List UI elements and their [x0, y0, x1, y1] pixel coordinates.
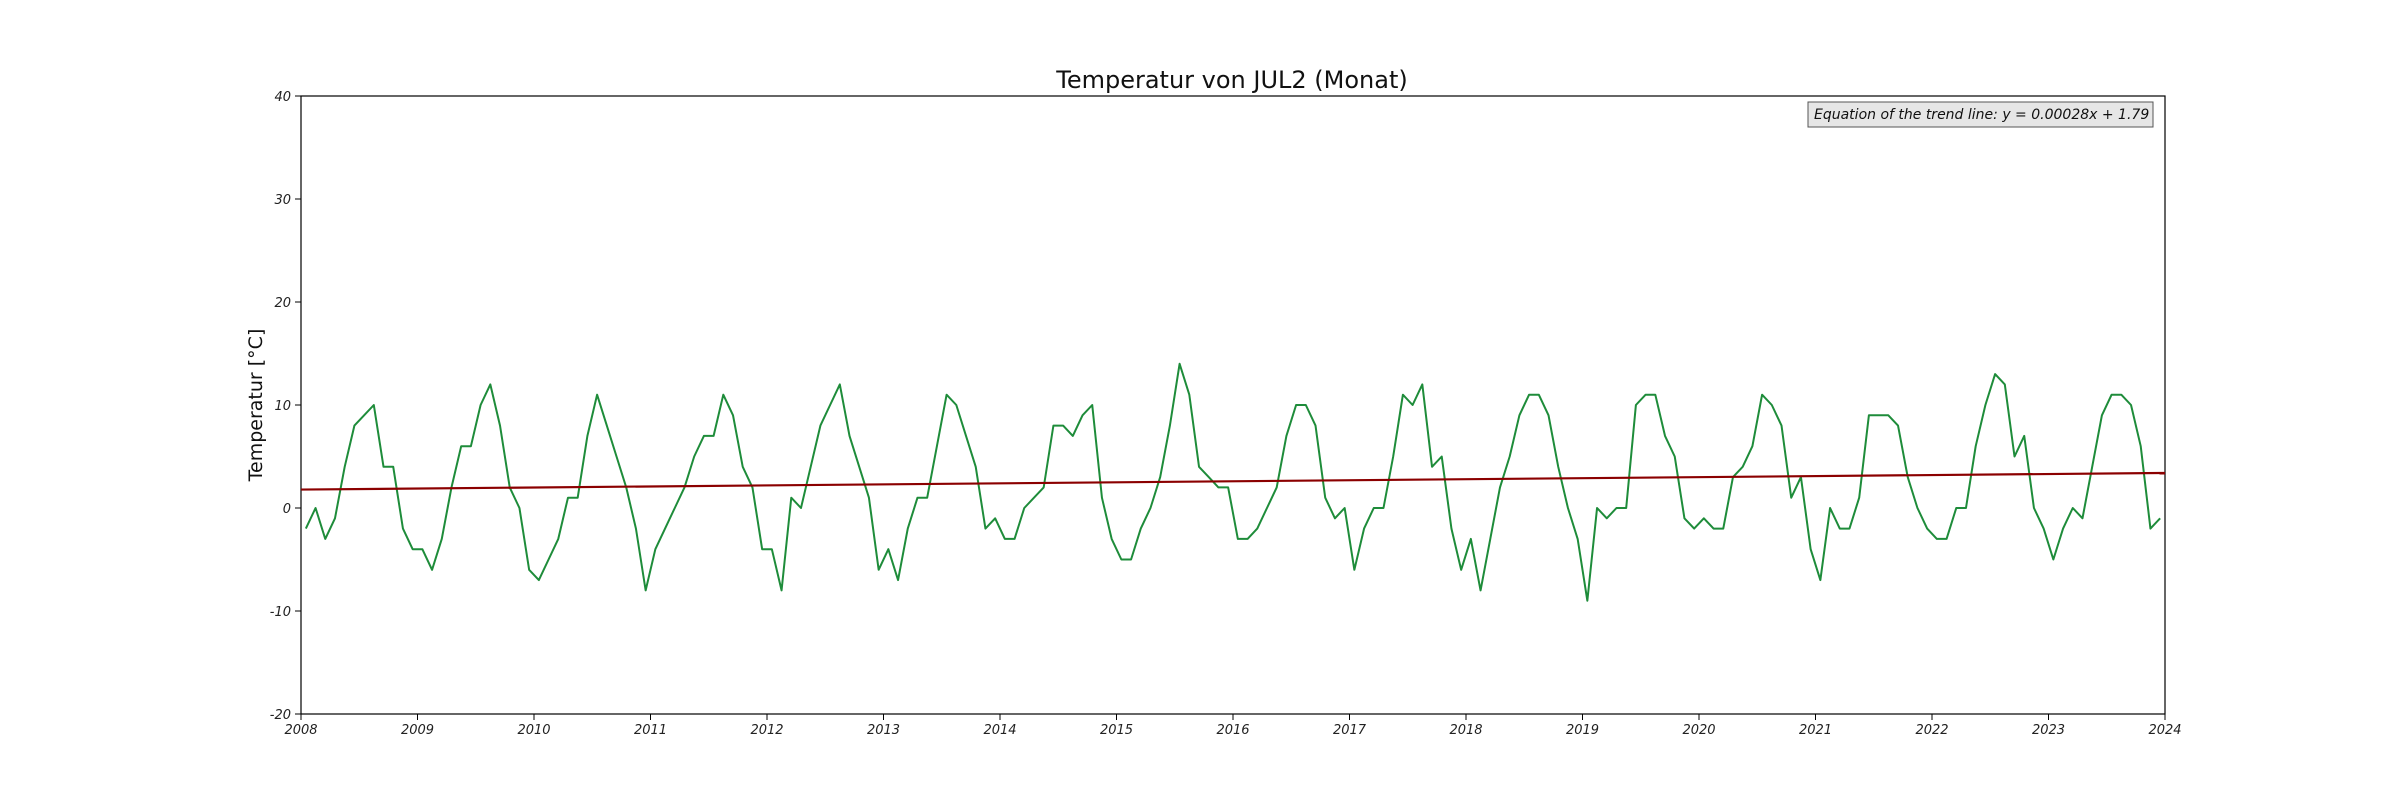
- x-tick-label: 2018: [1449, 723, 1482, 738]
- y-tick-label: 30: [274, 193, 291, 208]
- x-tick-label: 2016: [1216, 723, 1249, 738]
- x-tick-label: 2015: [1100, 723, 1133, 738]
- series-lines: [300, 362, 2166, 602]
- x-tick-label: 2021: [1799, 723, 1832, 738]
- y-axis-label: Temperatur [°C]: [245, 329, 267, 483]
- x-tick-label: 2019: [1566, 723, 1599, 738]
- x-tick-label: 2020: [1682, 723, 1715, 738]
- x-tick-label: 2013: [867, 723, 900, 738]
- x-tick-label: 2024: [2148, 723, 2181, 738]
- x-tick-label: 2017: [1333, 723, 1367, 738]
- x-tick-label: 2022: [1915, 723, 1948, 738]
- x-tick-label: 2010: [517, 723, 550, 738]
- y-tick-label: 40: [274, 90, 291, 105]
- trend-annotation-box: [1807, 101, 2154, 128]
- plot-frame: [300, 95, 2166, 715]
- trend-annotation-text: Equation of the trend line: y = 0.00028x…: [1814, 107, 2149, 123]
- y-tick-label: 0: [283, 502, 291, 517]
- y-tick-label: -20: [270, 708, 291, 723]
- y-tick-label: 20: [274, 296, 291, 311]
- trend-annotation: Equation of the trend line: y = 0.00028x…: [1807, 101, 2154, 128]
- chart-title: Temperatur von JUL2 (Monat): [1055, 66, 1408, 94]
- y-tick-label: 10: [274, 399, 291, 414]
- trend-line: [300, 471, 2166, 491]
- y-tick-label: -10: [270, 605, 291, 620]
- x-tick-label: 2014: [983, 723, 1016, 738]
- x-tick-label: 2012: [750, 723, 783, 738]
- x-tick-label: 2011: [634, 723, 667, 738]
- x-tick-label: 2009: [401, 723, 434, 738]
- x-tick-label: 2008: [284, 723, 317, 738]
- x-ticks: 2008 2009 2010 2011 2012 2013 2014 2015 2016 2017…: [284, 714, 2182, 738]
- y-ticks: -20 -10 0 10 20 30 40: [270, 90, 301, 723]
- temperature-line: [304, 362, 2161, 602]
- x-tick-label: 2023: [2032, 723, 2065, 738]
